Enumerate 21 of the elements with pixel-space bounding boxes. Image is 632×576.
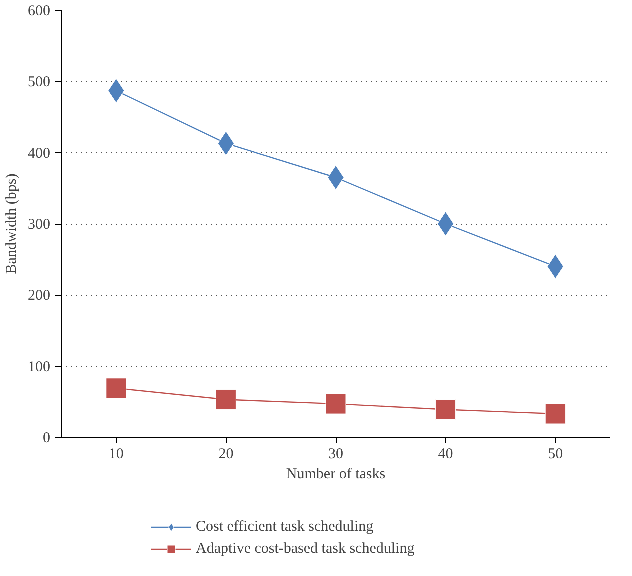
x-tick-label: 20 — [218, 446, 234, 462]
x-tick-label: 40 — [438, 446, 454, 462]
y-tick-label: 500 — [28, 74, 50, 91]
x-tick-label: 50 — [548, 446, 564, 462]
point — [216, 390, 236, 410]
x-tick-label: 10 — [108, 446, 124, 462]
x-tick-label: 30 — [328, 446, 344, 462]
point — [436, 399, 456, 420]
point — [326, 394, 346, 414]
y-tick-label: 0 — [43, 430, 50, 446]
point — [106, 378, 127, 399]
x-axis-title: Number of tasks — [286, 466, 386, 482]
y-tick-label: 400 — [28, 146, 50, 162]
legend-label: Cost efficient task scheduling — [196, 518, 374, 536]
y-tick-label: 300 — [28, 217, 50, 233]
y-tick-label: 100 — [28, 359, 50, 376]
y-tick-label: 200 — [28, 288, 50, 304]
y-tick-label: 600 — [28, 4, 50, 20]
legend-label: Adaptive cost-based task scheduling — [196, 540, 415, 558]
y-axis-title: Bandwidth (bps) — [4, 174, 20, 274]
point — [545, 404, 566, 424]
